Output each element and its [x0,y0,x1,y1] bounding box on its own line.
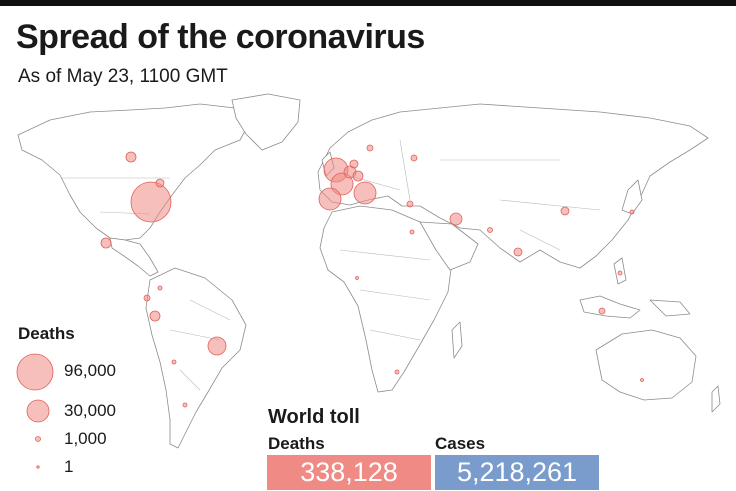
legend-label-1: 1 [64,457,74,476]
legend-symbol-1 [36,465,40,469]
new-guinea [649,299,691,317]
south-america [145,267,247,449]
bubble-philippines [617,270,623,276]
bubble-spain [318,187,342,211]
north-america [17,103,251,241]
bubble-brazil [207,336,227,356]
bubble-indonesia [598,307,606,315]
cases-label: Cases [435,434,486,453]
top-rule [0,0,736,6]
bubble-chile [171,359,177,365]
bubble-china [560,206,570,216]
bubble-pakistan [487,227,493,233]
bubble-australia [640,378,644,382]
bubble-india [513,247,523,257]
legend-symbol-96000 [16,353,54,391]
legend-label-96000: 96,000 [64,361,116,380]
legend-symbol-1000 [35,436,41,442]
bubble-ecuador [143,294,151,302]
bubble-peru [149,310,161,322]
bubble-south-africa [394,369,400,375]
continents [17,93,721,449]
bubble-russia [410,154,418,162]
legend-title: Deaths [18,324,75,343]
legend-symbols [16,353,54,469]
death-bubbles [100,144,644,408]
bubble-colombia [157,285,163,291]
bubble-egypt [409,229,415,235]
deaths-label: Deaths [268,434,325,453]
bubble-turkey [406,200,414,208]
legend-symbol-30000 [26,399,50,423]
deaths-value: 338,128 [267,455,431,490]
indonesia [579,295,641,319]
bubble-sweden [366,144,374,152]
page-title: Spread of the coronavirus [16,18,425,56]
borders [62,139,601,391]
australia [595,329,697,401]
greenland [231,93,301,151]
legend-label-1000: 1,000 [64,429,107,448]
bubble-japan [629,209,635,215]
arabia [419,221,479,271]
japan [621,179,643,215]
eurasia [317,103,709,269]
bubble-canada [125,151,137,163]
page-subtitle: As of May 23, 1100 GMT [18,66,228,87]
bubble-argentina [182,402,188,408]
world-toll-title: World toll [268,406,360,428]
new-zealand [711,385,721,413]
bubble-nigeria [355,276,359,280]
central-america [109,237,159,277]
bubble-us-east [155,178,165,188]
cases-value: 5,218,261 [435,455,599,490]
legend-label-30000: 30,000 [64,401,116,420]
madagascar [451,321,463,359]
bubble-france [330,172,354,196]
bubble-italy [353,181,377,205]
bubble-netherlands [349,159,359,169]
bubble-germany [352,170,364,182]
bubble-iran [449,212,463,226]
bubble-mexico [100,237,112,249]
bubble-usa [130,181,172,223]
